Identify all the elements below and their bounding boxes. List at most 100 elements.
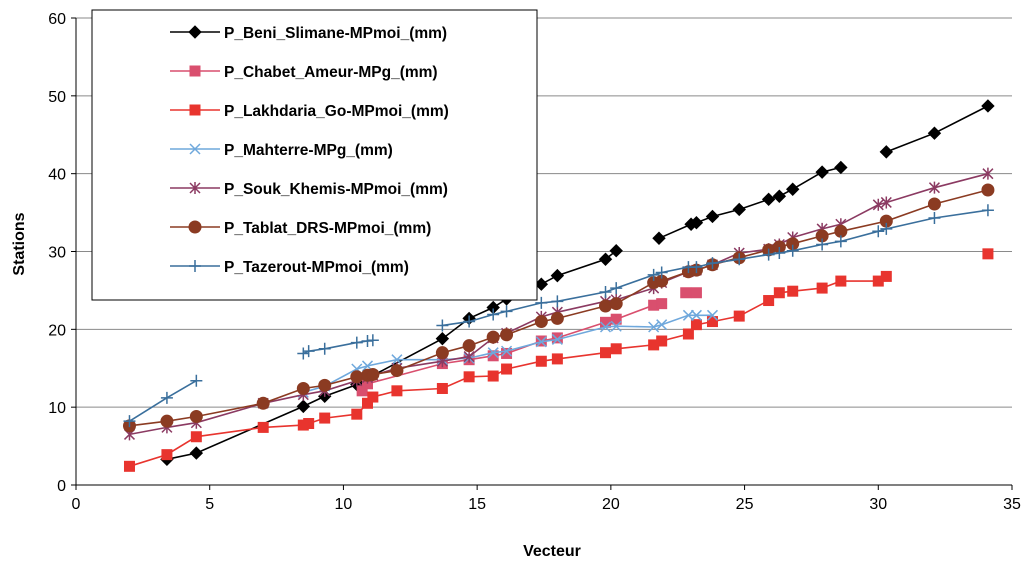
data-point <box>761 192 776 207</box>
data-point <box>463 371 475 383</box>
y-tick-label: 40 <box>48 167 66 184</box>
data-point <box>772 189 787 203</box>
data-point <box>647 268 660 281</box>
data-point <box>786 244 799 257</box>
data-point <box>487 308 500 321</box>
data-point <box>160 414 174 428</box>
y-axis-title: Stations <box>11 212 28 275</box>
data-point <box>160 391 173 404</box>
data-point <box>598 252 613 266</box>
data-point <box>872 198 884 211</box>
legend-label: P_Tazerout-MPmoi_(mm) <box>224 259 409 276</box>
legend-label: P_Tablat_DRS-MPmoi_(mm) <box>224 220 431 237</box>
data-point <box>981 183 995 197</box>
data-point <box>786 182 800 196</box>
data-point <box>928 212 941 225</box>
data-point <box>190 374 203 387</box>
data-point <box>689 215 704 230</box>
data-point <box>834 160 848 175</box>
data-point <box>435 331 450 346</box>
series-6 <box>122 183 995 433</box>
data-point <box>872 225 885 238</box>
data-point <box>366 367 380 381</box>
data-point <box>350 370 364 384</box>
data-point <box>256 396 270 410</box>
data-point <box>189 446 204 460</box>
x-tick-label: 20 <box>602 496 620 513</box>
data-point <box>366 334 379 347</box>
y-tick-label: 0 <box>57 478 66 495</box>
data-point <box>302 345 315 358</box>
legend-swatch-marker <box>189 143 201 155</box>
data-point <box>487 350 499 362</box>
series-3 <box>123 248 994 472</box>
legend-label: P_Chabet_Ameur-MPg_(mm) <box>224 64 438 81</box>
data-point <box>815 165 829 179</box>
y-tick-label: 20 <box>48 322 66 339</box>
data-point <box>690 309 702 321</box>
legend-swatch-marker <box>189 104 201 116</box>
x-tick-label: 30 <box>869 496 887 513</box>
data-point <box>462 339 476 353</box>
legend-item: P_Tablat_DRS-MPmoi_(mm) <box>170 220 431 237</box>
y-tick-label: 30 <box>48 245 66 262</box>
data-point <box>733 310 745 322</box>
data-point <box>609 297 623 311</box>
data-point <box>927 197 941 211</box>
data-point <box>773 287 785 299</box>
data-point <box>927 126 942 140</box>
data-point <box>610 313 622 325</box>
data-point <box>610 320 622 332</box>
data-point <box>680 287 692 299</box>
data-point <box>610 282 623 295</box>
data-point <box>367 391 379 403</box>
data-point <box>123 415 136 428</box>
legend-item: P_Chabet_Ameur-MPg_(mm) <box>170 64 438 81</box>
legend-box <box>91 9 538 301</box>
data-point <box>500 305 513 318</box>
data-point <box>656 335 668 347</box>
series-7 <box>123 204 994 428</box>
data-point <box>609 244 623 258</box>
data-point <box>762 248 775 261</box>
data-point <box>463 350 475 363</box>
y-tick-label: 50 <box>48 89 66 106</box>
y-tick-label: 10 <box>48 400 66 417</box>
data-point <box>351 408 363 420</box>
data-point <box>928 181 940 194</box>
data-point <box>319 412 331 424</box>
x-tick-label: 5 <box>205 496 214 513</box>
data-point <box>690 261 703 274</box>
data-point <box>501 363 513 375</box>
x-tick-label: 10 <box>335 496 353 513</box>
data-point <box>123 460 135 472</box>
data-point <box>501 345 513 357</box>
data-point <box>773 247 786 260</box>
data-point <box>436 319 449 332</box>
data-point <box>690 319 702 331</box>
data-point <box>600 347 612 359</box>
data-point <box>296 381 310 395</box>
data-point <box>880 222 893 235</box>
data-point <box>733 253 746 266</box>
data-point <box>486 330 500 344</box>
data-point <box>763 295 775 307</box>
legend-swatch-marker <box>188 25 202 39</box>
data-point <box>318 342 331 355</box>
data-point <box>599 285 612 298</box>
legend-swatch-marker <box>189 260 201 272</box>
data-point <box>656 319 668 331</box>
legend-item: P_Lakhdaria_Go-MPmoi_(mm) <box>170 103 449 120</box>
data-point <box>816 282 828 294</box>
data-point <box>436 382 448 394</box>
data-point <box>550 268 565 283</box>
data-point <box>391 354 403 366</box>
data-point <box>190 431 202 443</box>
data-point <box>487 347 499 359</box>
data-point <box>551 295 564 308</box>
legend-item: P_Beni_Slimane-MPmoi_(mm) <box>170 25 447 42</box>
series-group <box>122 99 995 472</box>
data-point <box>682 309 694 321</box>
data-point <box>350 336 363 349</box>
